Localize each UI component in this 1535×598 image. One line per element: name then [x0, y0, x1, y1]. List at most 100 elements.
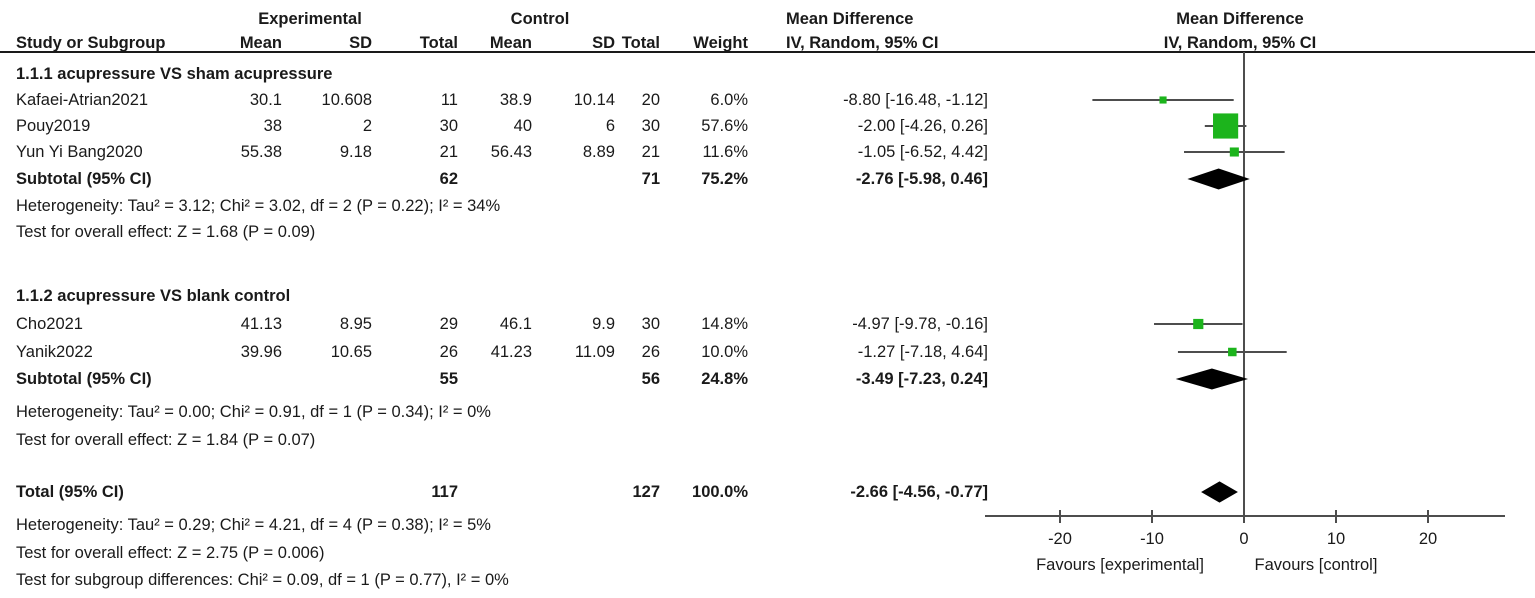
total-experimental: 55 [439, 370, 458, 388]
table-row: Yun Yi Bang2020 55.38 9.18 21 56.43 8.89 21 11.… [0, 141, 1010, 163]
axis-tick-label: 20 [1419, 530, 1437, 548]
weight-square [1159, 96, 1167, 104]
md-ci-text: -3.49 [-7.23, 0.24] [855, 370, 988, 388]
weight-value: 6.0% [710, 91, 748, 109]
heterogeneity-text: Heterogeneity: Tau² = 3.12; Chi² = 3.02,… [16, 197, 501, 215]
study-name: Pouy2019 [16, 117, 91, 135]
overall-effect-text: Test for overall effect: Z = 1.68 (P = 0… [16, 223, 316, 241]
weight-square [1193, 318, 1204, 330]
mean-control: 40 [513, 117, 532, 135]
md-ci-text: -1.05 [-6.52, 4.42] [857, 143, 988, 161]
axis-tick-label: -10 [1140, 530, 1164, 548]
mean-control: 46.1 [499, 315, 532, 333]
header-divider [0, 51, 1535, 53]
table-row: Cho2021 41.13 8.95 29 46.1 9.9 30 14.8% -4.97 [-… [0, 313, 1010, 335]
table-row: Yanik2022 39.96 10.65 26 41.23 11.09 26 10.0% -1… [0, 341, 1010, 363]
total-control: 127 [632, 483, 660, 501]
header-total-experimental: Total [419, 34, 458, 52]
weight-value: 75.2% [701, 170, 748, 188]
favours-right-label: Favours [control] [1255, 556, 1378, 574]
header-sd-experimental: SD [349, 34, 372, 52]
header-study-or-subgroup: Study or Subgroup [16, 34, 166, 52]
mean-experimental: 55.38 [240, 143, 282, 161]
total-control: 21 [641, 143, 660, 161]
axis-tick-label: 10 [1327, 530, 1345, 548]
table-row: Subtotal (95% CI) 55 56 24.8% -3.49 [-7.23, … [0, 368, 1010, 390]
header-control: Control [510, 10, 570, 28]
md-ci-text: -8.80 [-16.48, -1.12] [843, 91, 988, 109]
study-name: Cho2021 [16, 315, 83, 333]
mean-experimental: 39.96 [240, 343, 282, 361]
sd-control: 9.9 [592, 315, 615, 333]
table-row: Test for subgroup differences: Chi² = 0.… [0, 569, 1010, 591]
plot-header-title: Mean Difference [1176, 10, 1304, 28]
header-sd-control: SD [592, 34, 615, 52]
weight-value: 14.8% [701, 315, 748, 333]
table-row: Heterogeneity: Tau² = 3.12; Chi² = 3.02,… [0, 195, 1010, 217]
favours-left-label: Favours [experimental] [1036, 556, 1204, 574]
sd-experimental: 9.18 [339, 143, 372, 161]
table-row: Test for overall effect: Z = 1.68 (P = 0… [0, 221, 1010, 243]
md-ci-text: -1.27 [-7.18, 4.64] [857, 343, 988, 361]
weight-value: 10.0% [701, 343, 748, 361]
subgroup-differences-text: Test for subgroup differences: Chi² = 0.… [16, 571, 509, 589]
table-row: Heterogeneity: Tau² = 0.00; Chi² = 0.91,… [0, 401, 1010, 423]
sd-control: 11.09 [574, 343, 615, 361]
summary-diamond [1201, 481, 1238, 503]
subtotal-label: Subtotal (95% CI) [16, 370, 152, 388]
sd-experimental: 8.95 [339, 315, 372, 333]
overall-effect-text: Test for overall effect: Z = 2.75 (P = 0… [16, 544, 325, 562]
total-control: 56 [641, 370, 660, 388]
md-ci-text: -4.97 [-9.78, -0.16] [852, 315, 988, 333]
total-control: 71 [641, 170, 660, 188]
total-control: 30 [641, 117, 660, 135]
sd-control: 6 [605, 117, 615, 135]
mean-control: 41.23 [490, 343, 532, 361]
subgroup-label: 1.1.2 acupressure VS blank control [16, 287, 291, 305]
total-control: 26 [641, 343, 660, 361]
total-experimental: 11 [440, 91, 458, 109]
sd-control: 10.14 [573, 91, 615, 109]
table-row: 1.1.2 acupressure VS blank control [0, 285, 1010, 307]
header-effect-subtitle: IV, Random, 95% CI [786, 34, 939, 52]
total-experimental: 29 [439, 315, 458, 333]
table-row: Kafaei-Atrian2021 30.1 10.608 11 38.9 10.14 20… [0, 89, 1010, 111]
total-experimental: 117 [431, 483, 458, 501]
table-row: Heterogeneity: Tau² = 0.29; Chi² = 4.21,… [0, 514, 1010, 536]
weight-square [1213, 113, 1239, 139]
header-mean-experimental: Mean [239, 34, 282, 52]
subtotal-label: Subtotal (95% CI) [16, 170, 152, 188]
study-name: Yanik2022 [16, 343, 93, 361]
total-control: 20 [641, 91, 660, 109]
total-label: Total (95% CI) [16, 483, 124, 501]
header-weight: Weight [693, 34, 748, 52]
table-row: 1.1.1 acupressure VS sham acupressure [0, 63, 1010, 85]
total-control: 30 [641, 315, 660, 333]
weight-value: 11.6% [702, 143, 748, 161]
total-experimental: 62 [439, 170, 458, 188]
table-row: Pouy2019 38 2 30 40 6 30 57.6% -2.00 [-4.26, 0.2… [0, 115, 1010, 137]
md-ci-text: -2.76 [-5.98, 0.46] [855, 170, 988, 188]
header-experimental: Experimental [258, 10, 362, 28]
table-row: Test for overall effect: Z = 2.75 (P = 0… [0, 542, 1010, 564]
weight-value: 57.6% [701, 117, 748, 135]
total-experimental: 26 [439, 343, 458, 361]
axis-tick-label: 0 [1239, 530, 1248, 548]
sd-experimental: 10.608 [321, 91, 372, 109]
heterogeneity-text: Heterogeneity: Tau² = 0.29; Chi² = 4.21,… [16, 516, 491, 534]
sd-control: 8.89 [582, 143, 615, 161]
weight-value: 24.8% [701, 370, 748, 388]
total-experimental: 30 [439, 117, 458, 135]
plot-header-subtitle: IV, Random, 95% CI [1163, 34, 1317, 52]
axis-tick-label: -20 [1048, 530, 1072, 548]
total-experimental: 21 [439, 143, 458, 161]
sd-experimental: 2 [362, 117, 372, 135]
weight-square [1228, 347, 1237, 357]
mean-control: 56.43 [490, 143, 532, 161]
summary-diamond [1187, 168, 1250, 190]
summary-diamond [1175, 368, 1248, 390]
sd-experimental: 10.65 [330, 343, 372, 361]
mean-experimental: 38 [263, 117, 282, 135]
study-name: Yun Yi Bang2020 [16, 143, 143, 161]
